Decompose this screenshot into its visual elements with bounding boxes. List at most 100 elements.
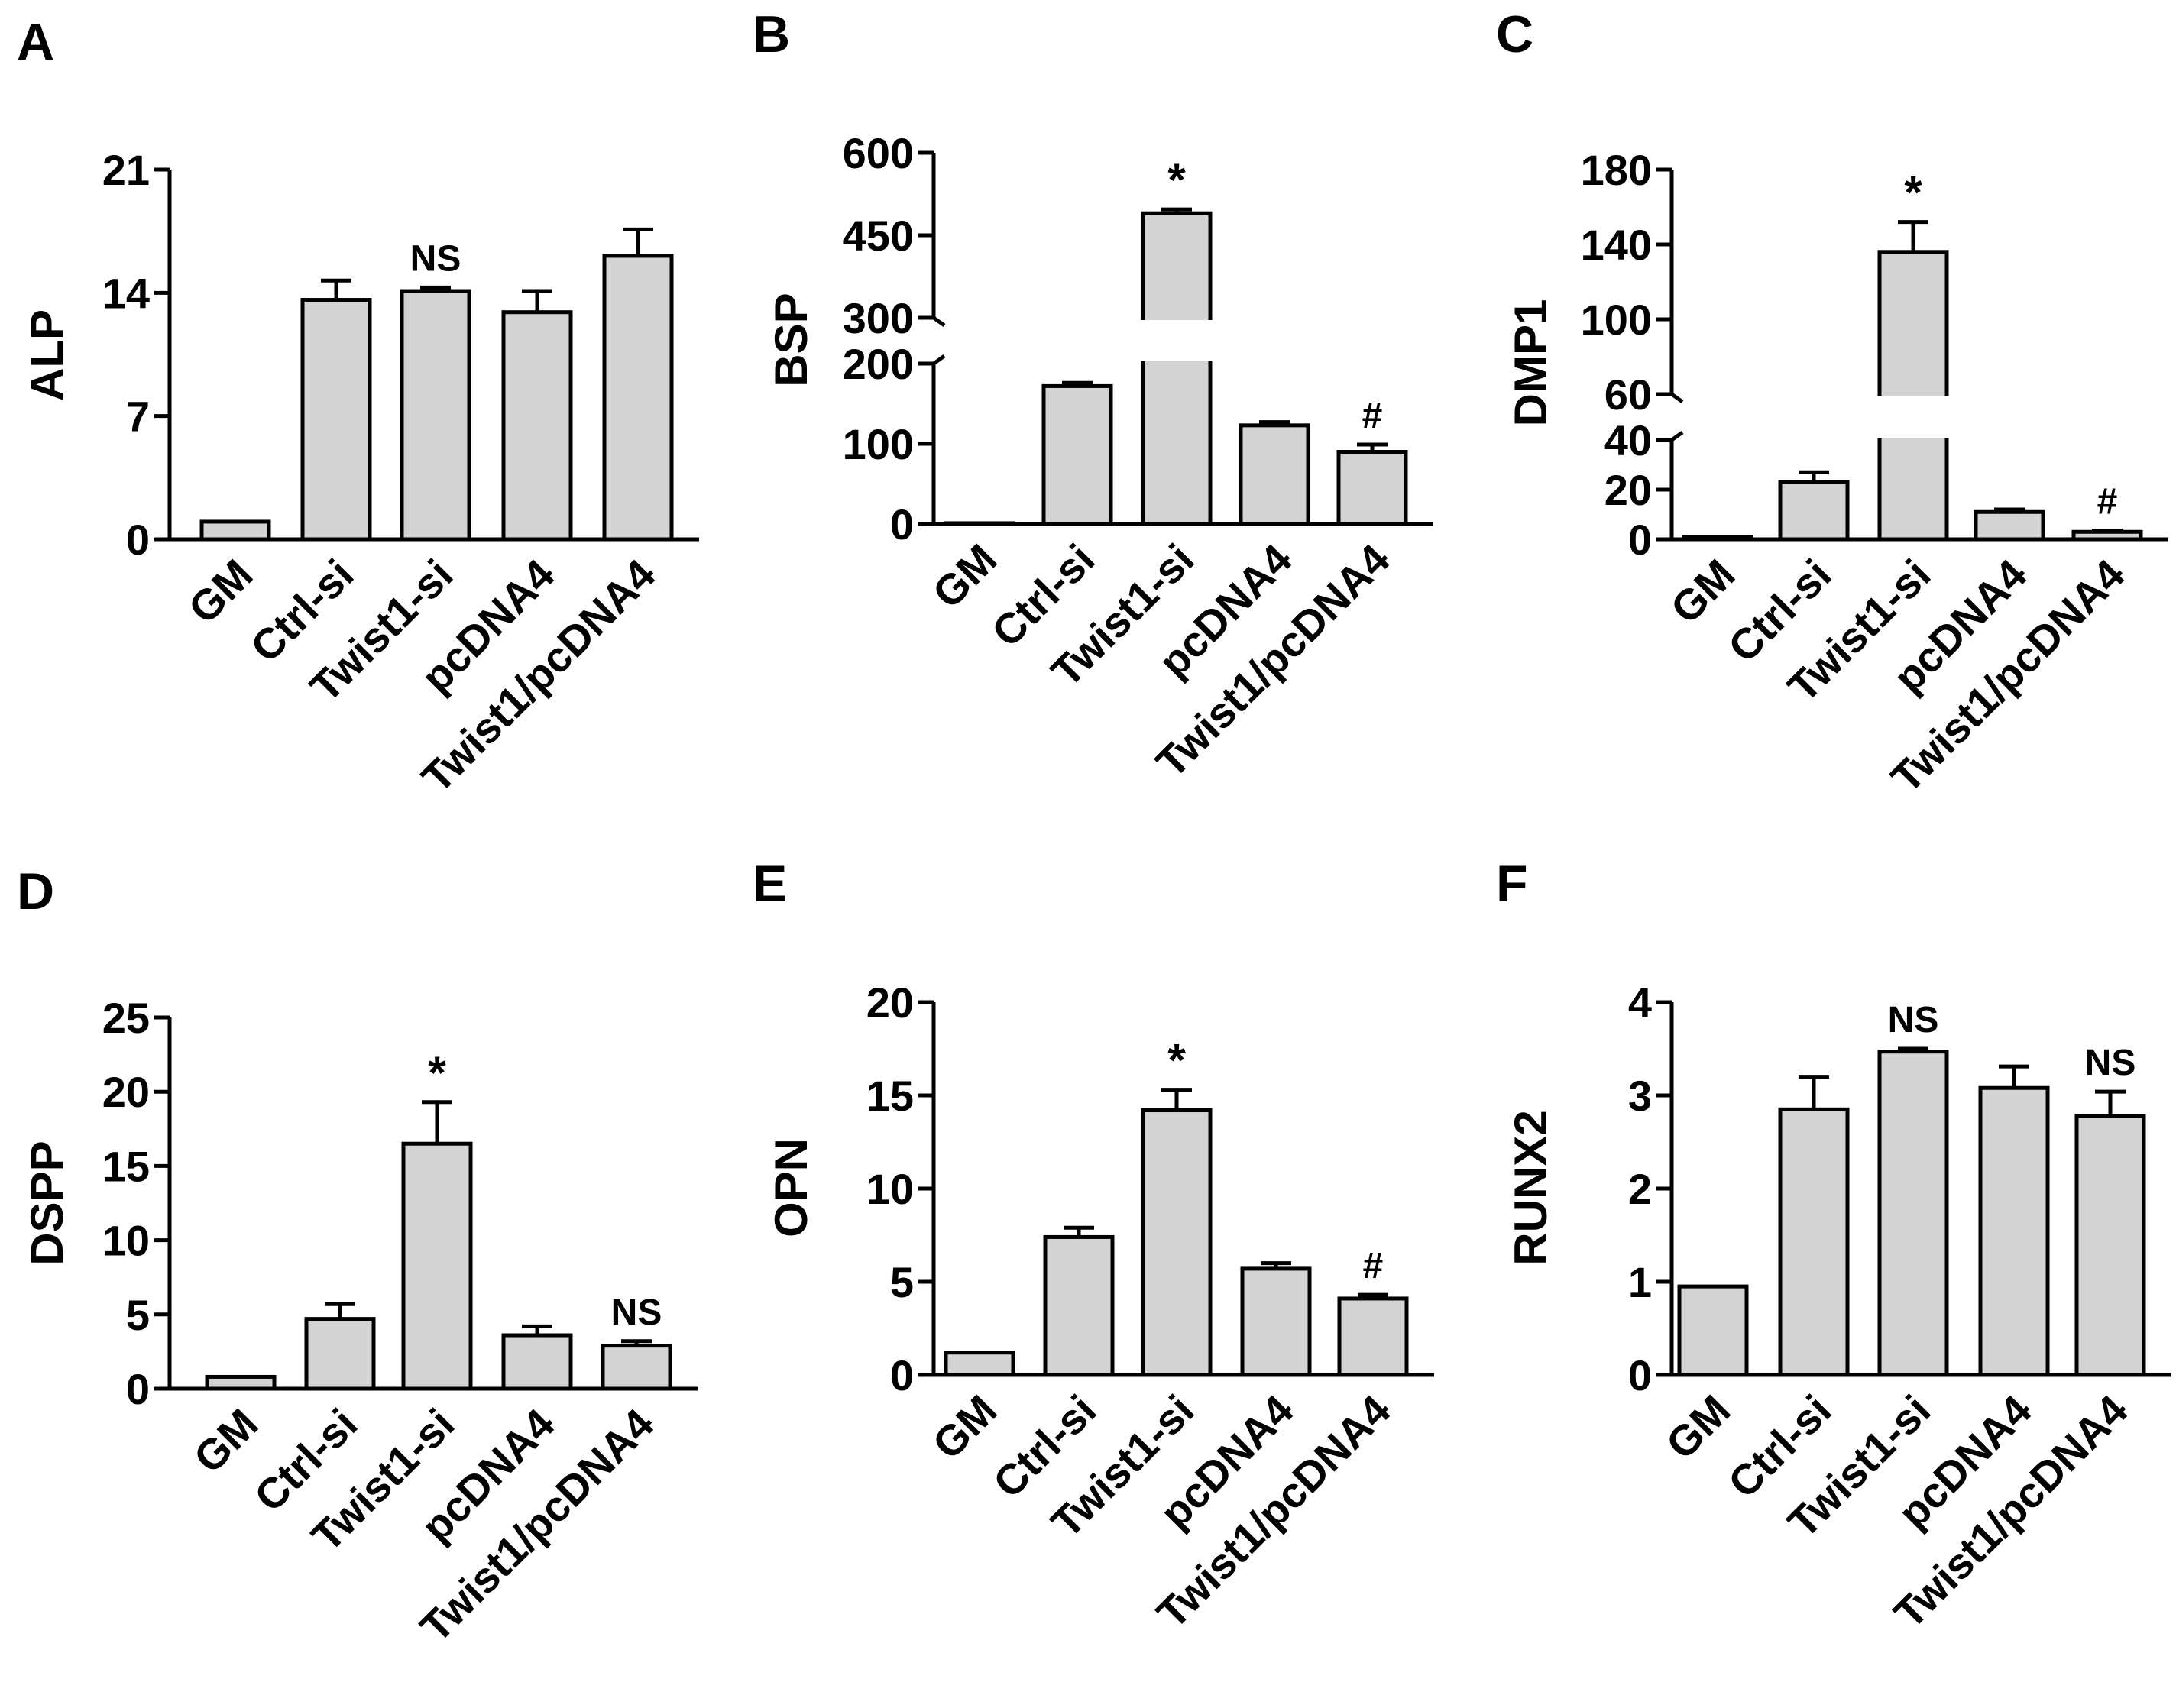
bar xyxy=(1239,423,1310,526)
bar xyxy=(944,1351,1015,1377)
panel-f: F01234RUNX2GMCtrl-siNSTwist1-sipcDNA4NST… xyxy=(1496,855,2171,1638)
bar xyxy=(401,1141,473,1391)
y-axis-label: OPN xyxy=(766,1138,817,1237)
y-tick-label: 10 xyxy=(102,1217,150,1265)
bar xyxy=(1677,1284,1749,1377)
bar xyxy=(1877,1050,1949,1377)
axis-break-mark xyxy=(932,315,946,328)
y-tick-label: 25 xyxy=(102,994,150,1042)
y-axis-label: ALP xyxy=(21,309,73,401)
bar xyxy=(1978,1085,2050,1377)
y-axis-label: RUNX2 xyxy=(1505,1110,1556,1265)
y-tick-label: 5 xyxy=(890,1258,914,1306)
category-label: GM xyxy=(923,1386,1005,1468)
bar xyxy=(1974,509,2045,542)
y-tick-label: 4 xyxy=(1628,979,1652,1027)
panel-label: E xyxy=(753,855,787,913)
category-label: GM xyxy=(179,550,261,632)
panel-b: B0100200300450600BSPGMCtrl-si*Twist1-sip… xyxy=(753,5,1433,787)
bar xyxy=(1043,1234,1115,1377)
bar xyxy=(501,1333,573,1391)
bar xyxy=(1041,383,1113,526)
significance-label: NS xyxy=(611,1292,662,1333)
significance-label: NS xyxy=(1888,1000,1939,1040)
y-tick-label: 2 xyxy=(1628,1165,1652,1213)
y-tick-label: 3 xyxy=(1628,1072,1652,1120)
significance-label: # xyxy=(1362,396,1383,436)
bar xyxy=(400,289,471,542)
y-tick-label: 10 xyxy=(866,1165,914,1213)
bar xyxy=(1778,480,1850,542)
bar-break-gap xyxy=(1140,320,1213,361)
y-axis-label: DMP1 xyxy=(1505,299,1556,427)
bar xyxy=(1336,450,1408,526)
y-tick-label: 20 xyxy=(1604,466,1652,514)
panel-a: A071421ALPGMCtrl-siNSTwist1-sipcDNA4Twis… xyxy=(17,13,699,802)
category-label: GM xyxy=(923,535,1005,617)
significance-label: NS xyxy=(410,238,461,279)
y-tick-label: 0 xyxy=(126,516,150,564)
panel-label: C xyxy=(1496,5,1533,63)
significance-label: * xyxy=(428,1047,446,1098)
y-tick-label: 60 xyxy=(1604,370,1652,419)
bar xyxy=(601,1344,672,1391)
significance-label: NS xyxy=(2085,1043,2136,1083)
bar xyxy=(501,310,573,542)
axis-break-mark xyxy=(1670,392,1684,404)
y-tick-label: 20 xyxy=(102,1068,150,1116)
bar xyxy=(602,254,674,542)
y-tick-label: 40 xyxy=(1604,416,1652,464)
y-tick-label: 0 xyxy=(1628,1351,1652,1399)
panel-e: E05101520OPNGMCtrl-si*Twist1-sipcDNA4#Tw… xyxy=(753,855,1434,1638)
panel-c: C0204060100140180DMP1GMCtrl-si*Twist1-si… xyxy=(1496,5,2168,802)
y-tick-label: 200 xyxy=(843,340,914,388)
y-tick-label: 21 xyxy=(102,146,150,194)
y-axis-label: DSPP xyxy=(21,1140,73,1265)
axis-break-mark xyxy=(1670,430,1684,442)
category-label: GM xyxy=(1661,550,1744,632)
y-tick-label: 600 xyxy=(843,129,914,177)
bar xyxy=(1877,250,1949,542)
bar xyxy=(1337,1296,1409,1377)
bar xyxy=(300,298,372,542)
bar xyxy=(2074,1114,2146,1377)
bar xyxy=(1240,1266,1312,1377)
bar xyxy=(1682,535,1753,542)
y-tick-label: 300 xyxy=(843,294,914,342)
y-tick-label: 140 xyxy=(1581,221,1652,269)
significance-label: * xyxy=(1167,1035,1186,1086)
category-label: GM xyxy=(1656,1386,1739,1468)
y-tick-label: 450 xyxy=(843,212,914,260)
bar xyxy=(1141,211,1213,526)
bar xyxy=(205,1374,277,1391)
bar xyxy=(2071,529,2143,542)
y-tick-label: 7 xyxy=(126,393,150,441)
bar xyxy=(304,1317,376,1391)
significance-label: # xyxy=(2097,482,2118,522)
bar xyxy=(1141,1108,1213,1377)
y-tick-label: 15 xyxy=(102,1142,150,1190)
y-tick-label: 20 xyxy=(866,979,914,1027)
panel-label: D xyxy=(17,862,54,920)
y-tick-label: 0 xyxy=(126,1365,150,1413)
y-tick-label: 15 xyxy=(866,1072,914,1120)
bar xyxy=(1778,1107,1850,1377)
panel-label: F xyxy=(1496,855,1528,913)
y-tick-label: 100 xyxy=(843,420,914,468)
y-tick-label: 100 xyxy=(1581,296,1652,344)
category-label: GM xyxy=(184,1399,267,1482)
y-tick-label: 14 xyxy=(102,269,150,317)
panel-d: D0510152025DSPPGMCtrl-si*Twist1-sipcDNA4… xyxy=(17,862,698,1651)
significance-label: # xyxy=(1363,1246,1384,1286)
panel-label: A xyxy=(17,13,54,71)
bar xyxy=(199,519,271,542)
y-tick-label: 5 xyxy=(126,1291,150,1339)
y-tick-label: 0 xyxy=(890,500,914,548)
bar xyxy=(944,521,1015,526)
significance-label: * xyxy=(1904,167,1922,218)
y-tick-label: 1 xyxy=(1628,1258,1652,1306)
y-tick-label: 180 xyxy=(1581,146,1652,194)
y-axis-label: BSP xyxy=(766,293,817,387)
y-tick-label: 0 xyxy=(1628,516,1652,564)
axis-break-mark xyxy=(932,354,946,366)
